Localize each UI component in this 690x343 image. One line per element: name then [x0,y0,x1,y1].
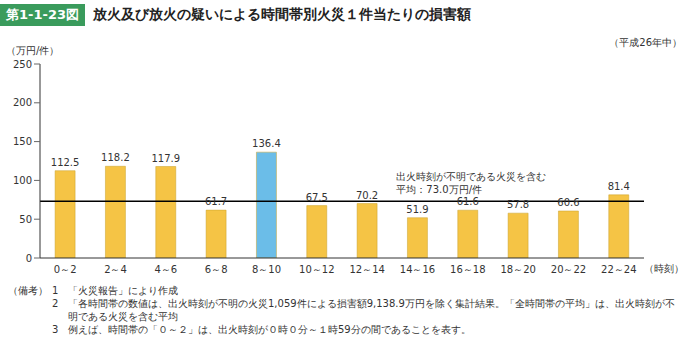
svg-text:18～20: 18～20 [500,264,535,275]
html-text:例えば、時間帯の「０～２」は、出火時刻が０時０分～１時59分: 例えば、時間帯の「０～２」は、出火時刻が０時０分～１時59分の間であることを表す… [68,324,471,335]
html-text:3: 3 [52,324,59,335]
html-text:1: 1 [52,285,59,296]
svg-text:6～8: 6～8 [205,264,228,275]
svg-text:出火時刻が不明である火災を含む: 出火時刻が不明である火災を含む [396,171,546,182]
svg-text:0～2: 0～2 [54,264,77,275]
svg-text:60.6: 60.6 [557,197,579,208]
html-text:「各時間帯の数値は、出火時刻が不明の火災1,059件による損: 「各時間帯の数値は、出火時刻が不明の火災1,059件による損害額9,138.9万… [68,298,675,322]
svg-text:51.9: 51.9 [406,204,428,215]
svg-text:250: 250 [13,59,32,70]
svg-text:14～16: 14～16 [400,264,435,275]
svg-text:0: 0 [26,253,32,264]
html-text:（時刻）: （時刻） [644,263,684,274]
svg-text:50: 50 [19,214,32,225]
svg-text:118.2: 118.2 [101,152,130,163]
html-text:第1-1-23図: 第1-1-23図 [6,7,79,22]
html-text:「火災報告」により作成: 「火災報告」により作成 [68,285,178,296]
html-text:（備考）: （備考） [8,285,48,296]
svg-text:20～22: 20～22 [551,264,586,275]
svg-text:22～24: 22～24 [601,264,636,275]
svg-text:200: 200 [13,97,32,108]
svg-text:平均：73.0万円/件: 平均：73.0万円/件 [396,184,482,195]
svg-text:112.5: 112.5 [51,157,80,168]
svg-text:136.4: 136.4 [252,138,281,149]
svg-text:61.6: 61.6 [457,196,479,207]
svg-text:100: 100 [13,175,32,186]
svg-text:117.9: 117.9 [151,153,180,164]
svg-text:4～6: 4～6 [154,264,177,275]
svg-text:150: 150 [13,136,32,147]
html-text:（平成26年中）: （平成26年中） [609,37,682,48]
svg-text:8～10: 8～10 [252,264,281,275]
svg-text:57.8: 57.8 [507,199,529,210]
svg-text:81.4: 81.4 [608,181,630,192]
svg-text:10～12: 10～12 [299,264,334,275]
html-text:2: 2 [52,298,59,309]
svg-text:70.2: 70.2 [356,190,378,201]
svg-text:67.5: 67.5 [306,192,328,203]
html-text:放火及び放火の疑いによる時間帯別火災１件当たりの損害額: 放火及び放火の疑いによる時間帯別火災１件当たりの損害額 [93,6,471,22]
html-text:（万円/件）: （万円/件） [6,45,60,56]
svg-text:12～14: 12～14 [349,264,384,275]
svg-text:61.7: 61.7 [205,196,227,207]
svg-text:16～18: 16～18 [450,264,485,275]
svg-text:2～4: 2～4 [104,264,127,275]
